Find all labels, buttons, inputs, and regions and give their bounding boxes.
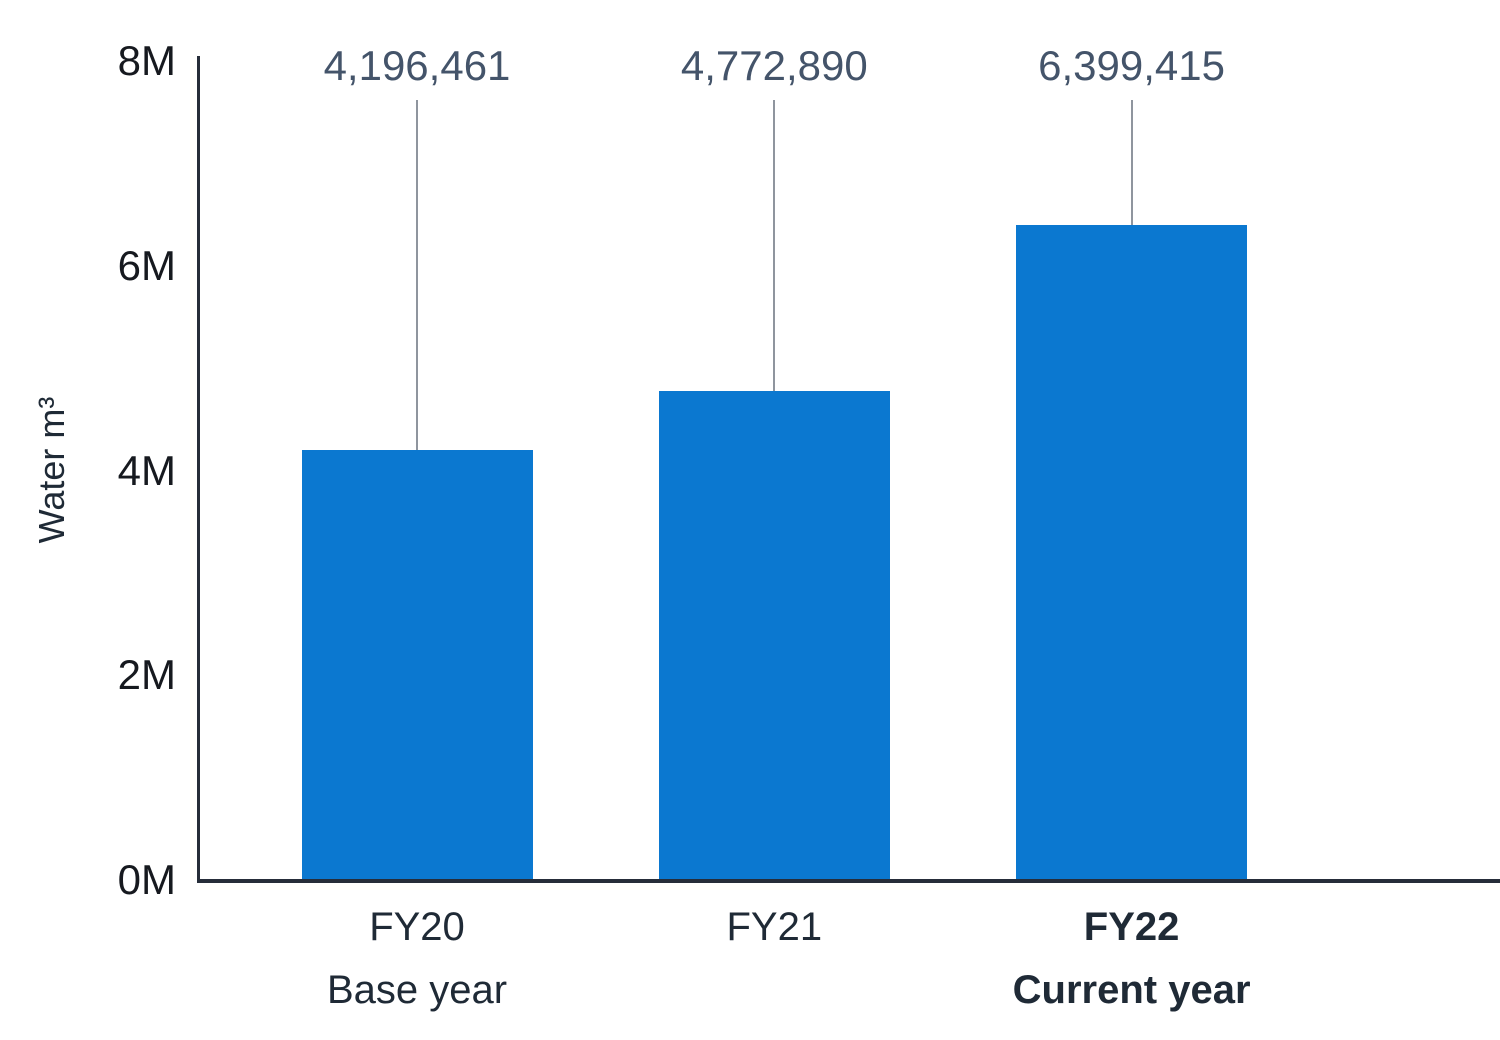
leader-line <box>773 100 776 396</box>
y-tick-label: 4M <box>117 446 176 494</box>
y-tick-label: 6M <box>117 241 176 289</box>
x-axis-sublabel: Base year <box>326 968 508 1012</box>
x-axis-label-fy20: FY20 <box>369 905 465 949</box>
leader-line <box>416 100 418 455</box>
y-tick-label: 2M <box>117 651 176 699</box>
bar-value-label: 4,772,890 <box>680 42 868 89</box>
x-axis-label-fy21: FY21 <box>726 905 823 949</box>
bar-fy20 <box>301 450 533 879</box>
x-axis-line <box>197 879 1500 883</box>
x-axis-sublabel: Current year <box>1012 968 1251 1012</box>
bar-value-label: 6,399,415 <box>1038 42 1226 89</box>
y-tick-label: 0M <box>117 856 176 903</box>
y-tick-label: 8M <box>117 37 176 84</box>
x-axis-label-fy22: FY22 <box>1083 905 1180 949</box>
bar-value-label: 4,196,461 <box>323 42 511 89</box>
bar-fy21 <box>658 391 890 879</box>
y-axis-line <box>197 56 200 883</box>
bar-fy22 <box>1016 224 1248 879</box>
leader-line <box>1130 100 1133 229</box>
